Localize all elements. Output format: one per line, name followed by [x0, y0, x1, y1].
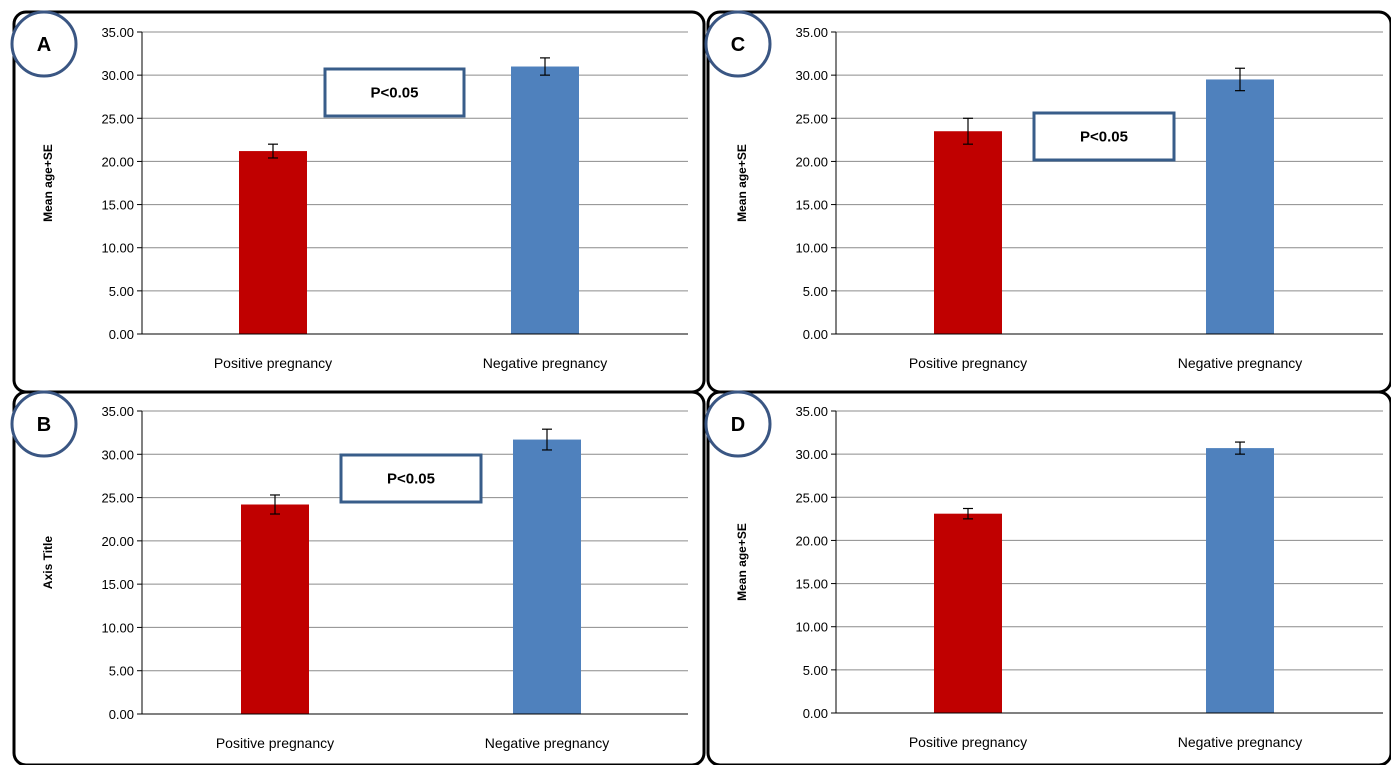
panel-letter-circle — [10, 10, 78, 78]
annotation-text: P<0.05 — [387, 471, 435, 488]
panel-letter: A — [37, 34, 51, 56]
y-tick-label: 0.00 — [803, 706, 828, 721]
x-category-label: Negative pregnancy — [483, 355, 608, 371]
bar-positive — [934, 513, 1002, 713]
annotation-box — [339, 453, 483, 504]
y-tick-label: 20.00 — [101, 534, 134, 549]
chart-panel-a: 0.00 5.00 10.00 15.00 20.00 25.00 30.00 35.00 Po… — [10, 10, 706, 394]
y-tick-label: 10.00 — [101, 241, 134, 256]
y-tick-label: 25.00 — [101, 491, 134, 506]
x-category-label: Negative pregnancy — [1178, 355, 1303, 371]
y-tick-label: 15.00 — [101, 577, 134, 592]
y-tick-label: 10.00 — [795, 241, 828, 256]
y-tick-label: 30.00 — [101, 447, 134, 462]
y-tick-label: 30.00 — [795, 447, 828, 462]
bar-negative — [513, 439, 581, 714]
y-tick-label: 20.00 — [101, 154, 134, 169]
y-tick-label: 0.00 — [803, 327, 828, 342]
panel-letter: D — [731, 414, 745, 436]
y-tick-label: 5.00 — [803, 284, 828, 299]
x-category-label: Positive pregnancy — [216, 735, 334, 751]
y-tick-label: 35.00 — [795, 25, 828, 40]
annotation-text: P<0.05 — [1080, 129, 1128, 146]
y-tick-label: 35.00 — [101, 404, 134, 419]
bar-negative — [511, 66, 579, 334]
y-tick-label: 35.00 — [101, 25, 134, 40]
y-tick-label: 5.00 — [109, 664, 134, 679]
y-tick-label: 5.00 — [109, 284, 134, 299]
panel-letter-circle — [704, 10, 772, 78]
y-tick-label: 5.00 — [803, 663, 828, 678]
x-category-label: Positive pregnancy — [909, 355, 1027, 371]
x-category-label: Positive pregnancy — [214, 355, 332, 371]
bar-positive — [239, 151, 307, 334]
y-tick-label: 15.00 — [795, 577, 828, 592]
x-category-label: Negative pregnancy — [1178, 734, 1303, 750]
y-tick-label: 25.00 — [795, 490, 828, 505]
y-tick-label: 25.00 — [101, 111, 134, 126]
y-tick-label: 15.00 — [795, 198, 828, 213]
x-category-label: Positive pregnancy — [909, 734, 1027, 750]
chart-panel-c: 0.00 5.00 10.00 15.00 20.00 25.00 30.00 35.00 Po… — [704, 10, 1391, 394]
y-tick-label: 20.00 — [795, 533, 828, 548]
y-tick-label: 35.00 — [795, 404, 828, 419]
chart-panel-b: 0.00 5.00 10.00 15.00 20.00 25.00 30.00 35.00 Po… — [10, 390, 706, 765]
y-axis-title: Axis Title — [41, 536, 55, 589]
chart-panel-d: 0.00 5.00 10.00 15.00 20.00 25.00 30.00 35.00 Po… — [704, 390, 1391, 765]
panel-letter-circle — [704, 390, 772, 458]
panel-letter: C — [731, 34, 745, 56]
bar-negative — [1206, 448, 1274, 713]
bar-negative — [1206, 79, 1274, 334]
y-tick-label: 15.00 — [101, 198, 134, 213]
y-axis-title: Mean age+SE — [735, 523, 749, 601]
y-axis-title: Mean age+SE — [735, 144, 749, 222]
annotation-box — [323, 67, 466, 118]
y-tick-label: 30.00 — [795, 68, 828, 83]
y-tick-label: 10.00 — [795, 620, 828, 635]
x-category-label: Negative pregnancy — [485, 735, 610, 751]
y-axis-title: Mean age+SE — [41, 144, 55, 222]
y-tick-label: 0.00 — [109, 707, 134, 722]
y-tick-label: 20.00 — [795, 154, 828, 169]
y-tick-label: 30.00 — [101, 68, 134, 83]
bar-positive — [241, 504, 309, 714]
bar-positive — [934, 131, 1002, 334]
y-tick-label: 10.00 — [101, 620, 134, 635]
panel-letter: B — [37, 414, 51, 436]
y-tick-label: 0.00 — [109, 327, 134, 342]
annotation-box — [1032, 111, 1176, 162]
panel-letter-circle — [10, 390, 78, 458]
y-tick-label: 25.00 — [795, 111, 828, 126]
annotation-text: P<0.05 — [371, 85, 419, 102]
